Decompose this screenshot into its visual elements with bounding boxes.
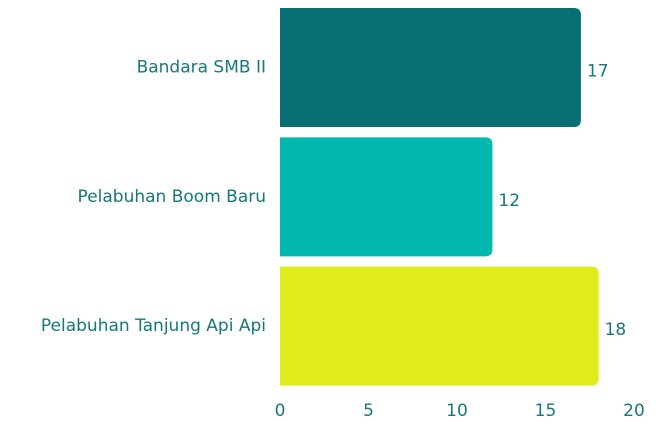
y-tick-label: Bandara SMB II	[137, 57, 266, 77]
bar	[280, 266, 599, 386]
data-label: 17	[587, 61, 609, 81]
bar	[280, 8, 581, 127]
y-tick-label: Pelabuhan Tanjung Api Api	[41, 316, 266, 336]
x-tick-label: 5	[363, 401, 374, 421]
x-tick-label: 10	[446, 401, 468, 421]
y-tick-label: Pelabuhan Boom Baru	[78, 187, 266, 207]
data-label: 18	[605, 320, 627, 340]
data-label: 12	[498, 191, 520, 211]
x-tick-label: 0	[275, 401, 286, 421]
x-tick-label: 20	[623, 401, 645, 421]
x-tick-label: 15	[535, 401, 557, 421]
bar	[280, 137, 493, 257]
